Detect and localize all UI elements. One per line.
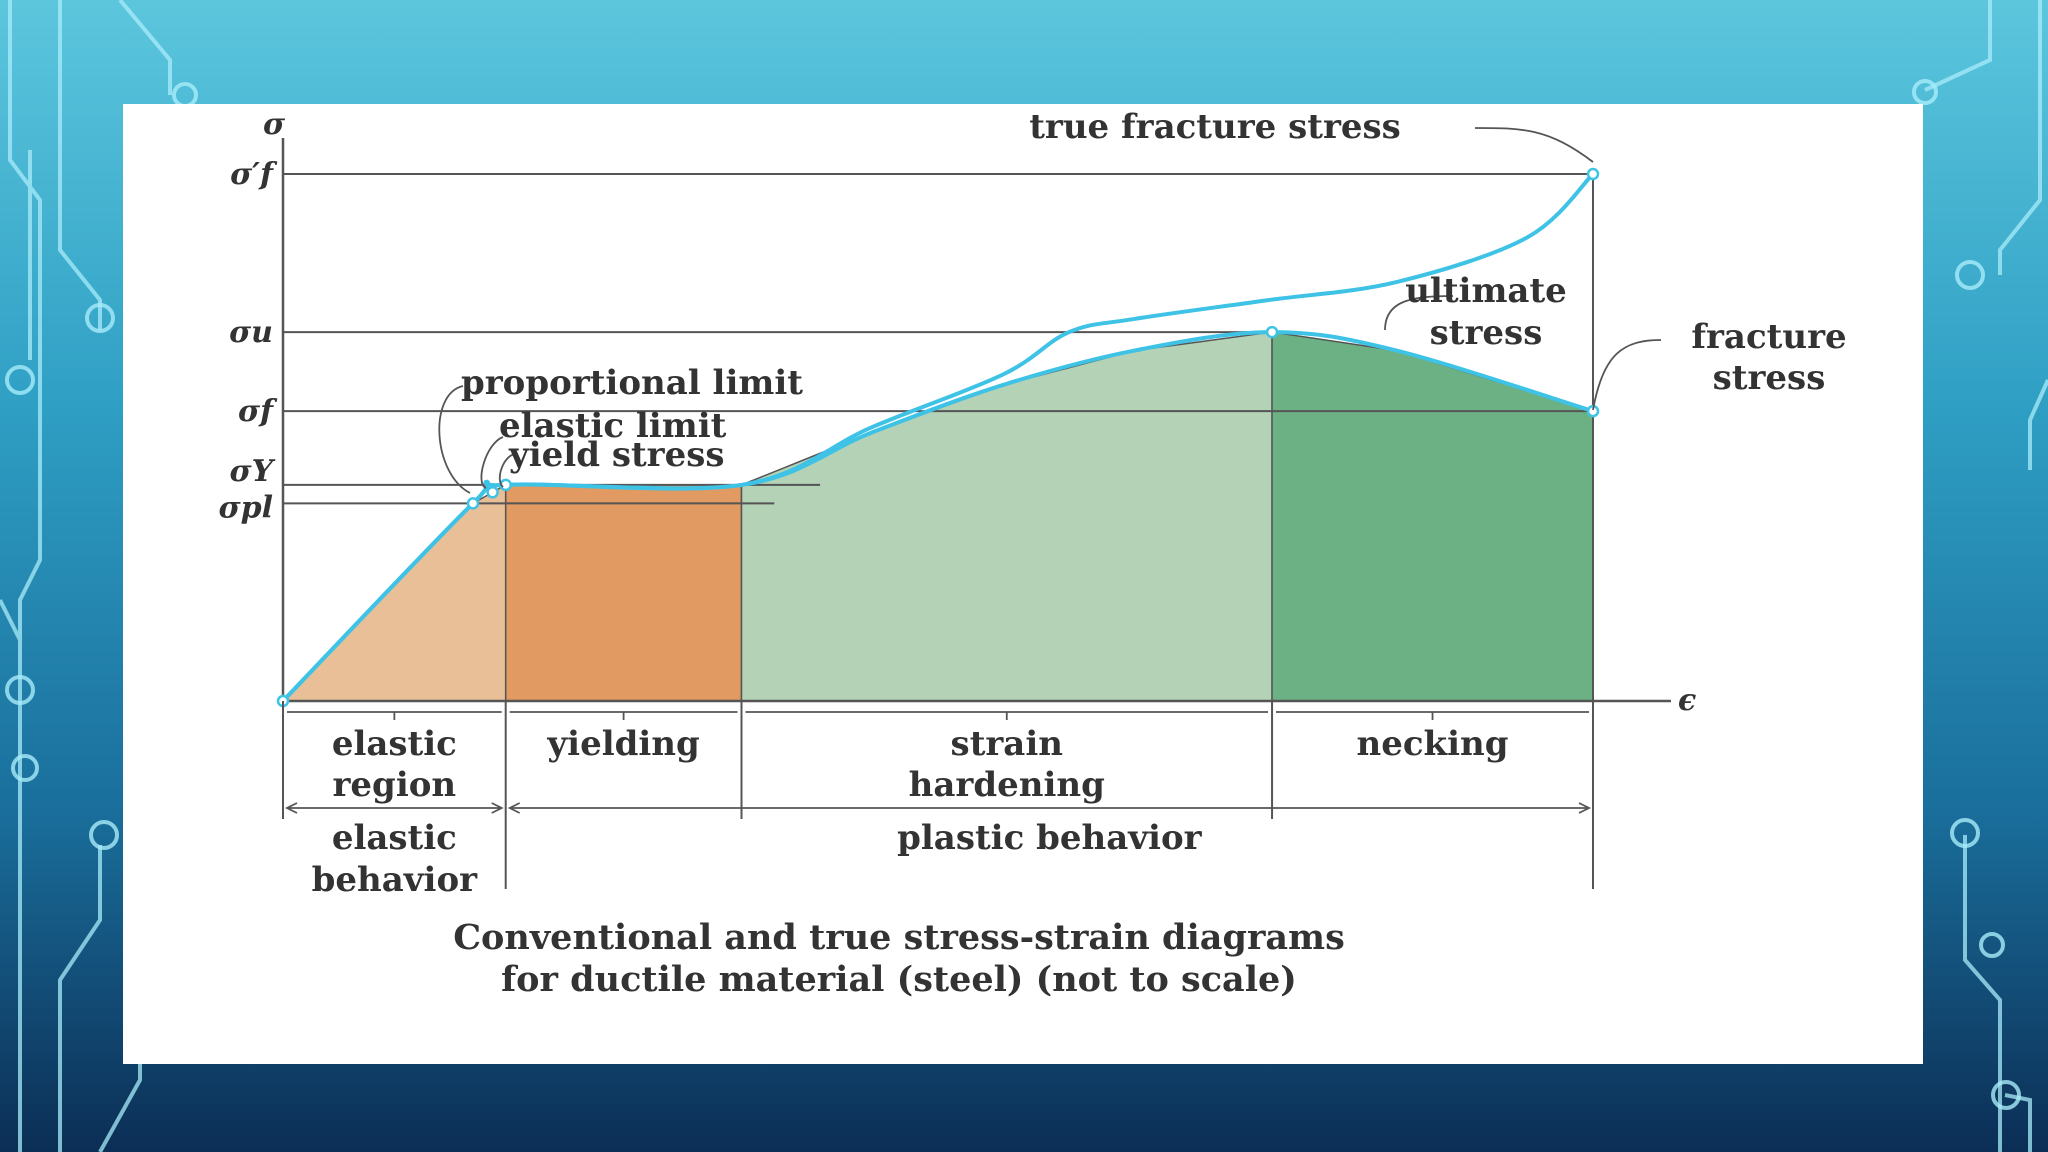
y-symbol-proportional-limit: σpl	[219, 490, 274, 525]
caption-line1: Conventional and true stress-strain diag…	[453, 917, 1345, 958]
behavior-arrow-head-left	[284, 802, 298, 814]
label-ultimate-stress-line1: ultimate	[1405, 271, 1567, 311]
behavior-arrow-head-right	[1578, 802, 1592, 814]
marker-elastic-limit	[486, 486, 499, 499]
region-fill-yielding	[504, 484, 743, 702]
behavior-label-1: plastic behavior	[897, 818, 1203, 858]
region-fill-necking	[1271, 331, 1594, 702]
conventional-stress-strain-curve	[281, 330, 1594, 703]
region-label-strain-hardening: strain	[951, 724, 1063, 764]
leader-ultimate-stress	[1384, 295, 1454, 331]
behavior-label-0-line2: behavior	[312, 860, 479, 900]
slide-card: σ ϵ true fracture stress ultimate stress…	[123, 104, 1923, 1064]
label-fracture-stress-line1: fracture	[1691, 317, 1846, 357]
caption-line2: for ductile material (steel) (not to sca…	[501, 959, 1297, 1000]
region-label-strain-hardening-line2: hardening	[909, 765, 1105, 805]
x-axis-symbol: ϵ	[1678, 683, 1696, 718]
leader-yield-stress	[498, 453, 516, 488]
region-fill-strain-hardening	[740, 331, 1273, 702]
label-ultimate-stress-line2: stress	[1430, 313, 1543, 353]
y-symbol-fracture-stress: σf	[238, 394, 278, 429]
label-proportional-limit: proportional limit	[461, 363, 803, 403]
label-true-fracture-stress: true fracture stress	[1029, 107, 1401, 147]
region-label-yielding: yielding	[546, 724, 699, 764]
y-symbol-yield-stress: σY	[229, 454, 275, 489]
leader-elastic-limit	[480, 436, 504, 489]
leader-true-fracture-stress	[1474, 127, 1594, 163]
label-fracture-stress-line2: stress	[1713, 358, 1826, 398]
region-label-elastic-region-line2: region	[333, 765, 457, 805]
leader-proportional-limit	[438, 385, 471, 494]
behavior-label-0: elastic	[332, 818, 457, 858]
label-yield-stress: yield stress	[508, 435, 725, 475]
marker-proportional-limit	[466, 497, 480, 510]
marker-ultimate-stress	[1265, 325, 1279, 339]
stress-strain-diagram: σ ϵ true fracture stress ultimate stress…	[219, 107, 1847, 1000]
marker-true-fracture-stress	[1586, 167, 1600, 181]
behavior-arrow-head-right	[491, 802, 504, 814]
y-axis-symbol: σ	[263, 107, 286, 142]
label-elastic-limit: elastic limit	[499, 406, 727, 446]
behavior-arrow-head-left	[507, 802, 521, 814]
y-symbol-ultimate-stress: σu	[229, 315, 273, 350]
y-symbol-true-fracture-stress: σ′f	[230, 157, 278, 192]
region-label-necking: necking	[1357, 724, 1509, 764]
region-label-elastic-region: elastic	[332, 724, 457, 764]
leader-fracture-stress	[1592, 339, 1662, 411]
